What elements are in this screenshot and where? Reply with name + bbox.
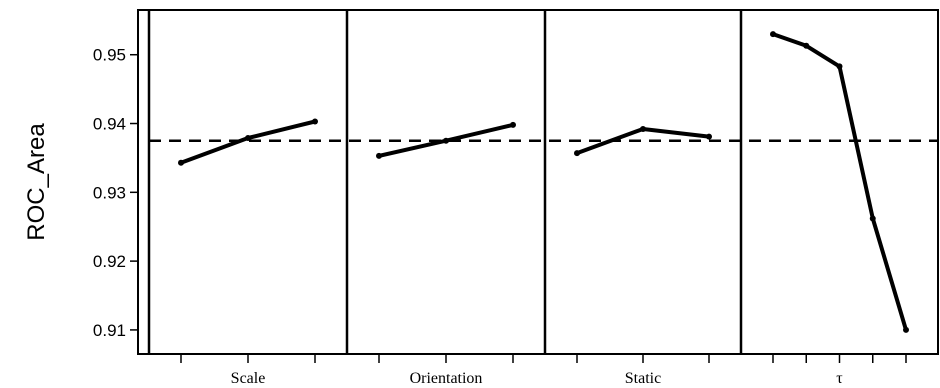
series-line-4 [771,32,908,332]
data-point [869,215,876,222]
y-tick-label: 0.91 [93,321,126,340]
data-point [770,31,776,38]
data-point [510,121,516,128]
data-point [836,63,843,70]
data-point [312,118,318,125]
y-tick-label: 0.94 [93,115,126,134]
series-layer [178,31,909,333]
data-point [706,133,712,140]
series-line-1 [179,119,317,165]
panel-label: τ [836,370,843,387]
y-tick-label: 0.93 [93,183,126,202]
data-point [640,126,646,133]
label-layer: 0.91 0.92 0.93 0.94 0.95 ROC_Area Scale Orienta… [23,46,843,387]
y-axis-label: ROC_Area [23,123,50,241]
panel-label: Static [625,370,661,387]
y-tick-label: 0.92 [93,252,126,271]
axes-layer [130,9,939,363]
data-point [376,152,382,159]
y-tick-label: 0.95 [93,46,126,65]
data-point [443,137,449,144]
data-point [903,326,909,333]
data-point [178,159,184,166]
panel-label: Scale [231,370,266,387]
plot-frame [137,9,939,355]
data-point [245,134,251,141]
data-point [574,150,580,157]
data-point [803,42,810,49]
panel-label: Orientation [410,370,483,387]
